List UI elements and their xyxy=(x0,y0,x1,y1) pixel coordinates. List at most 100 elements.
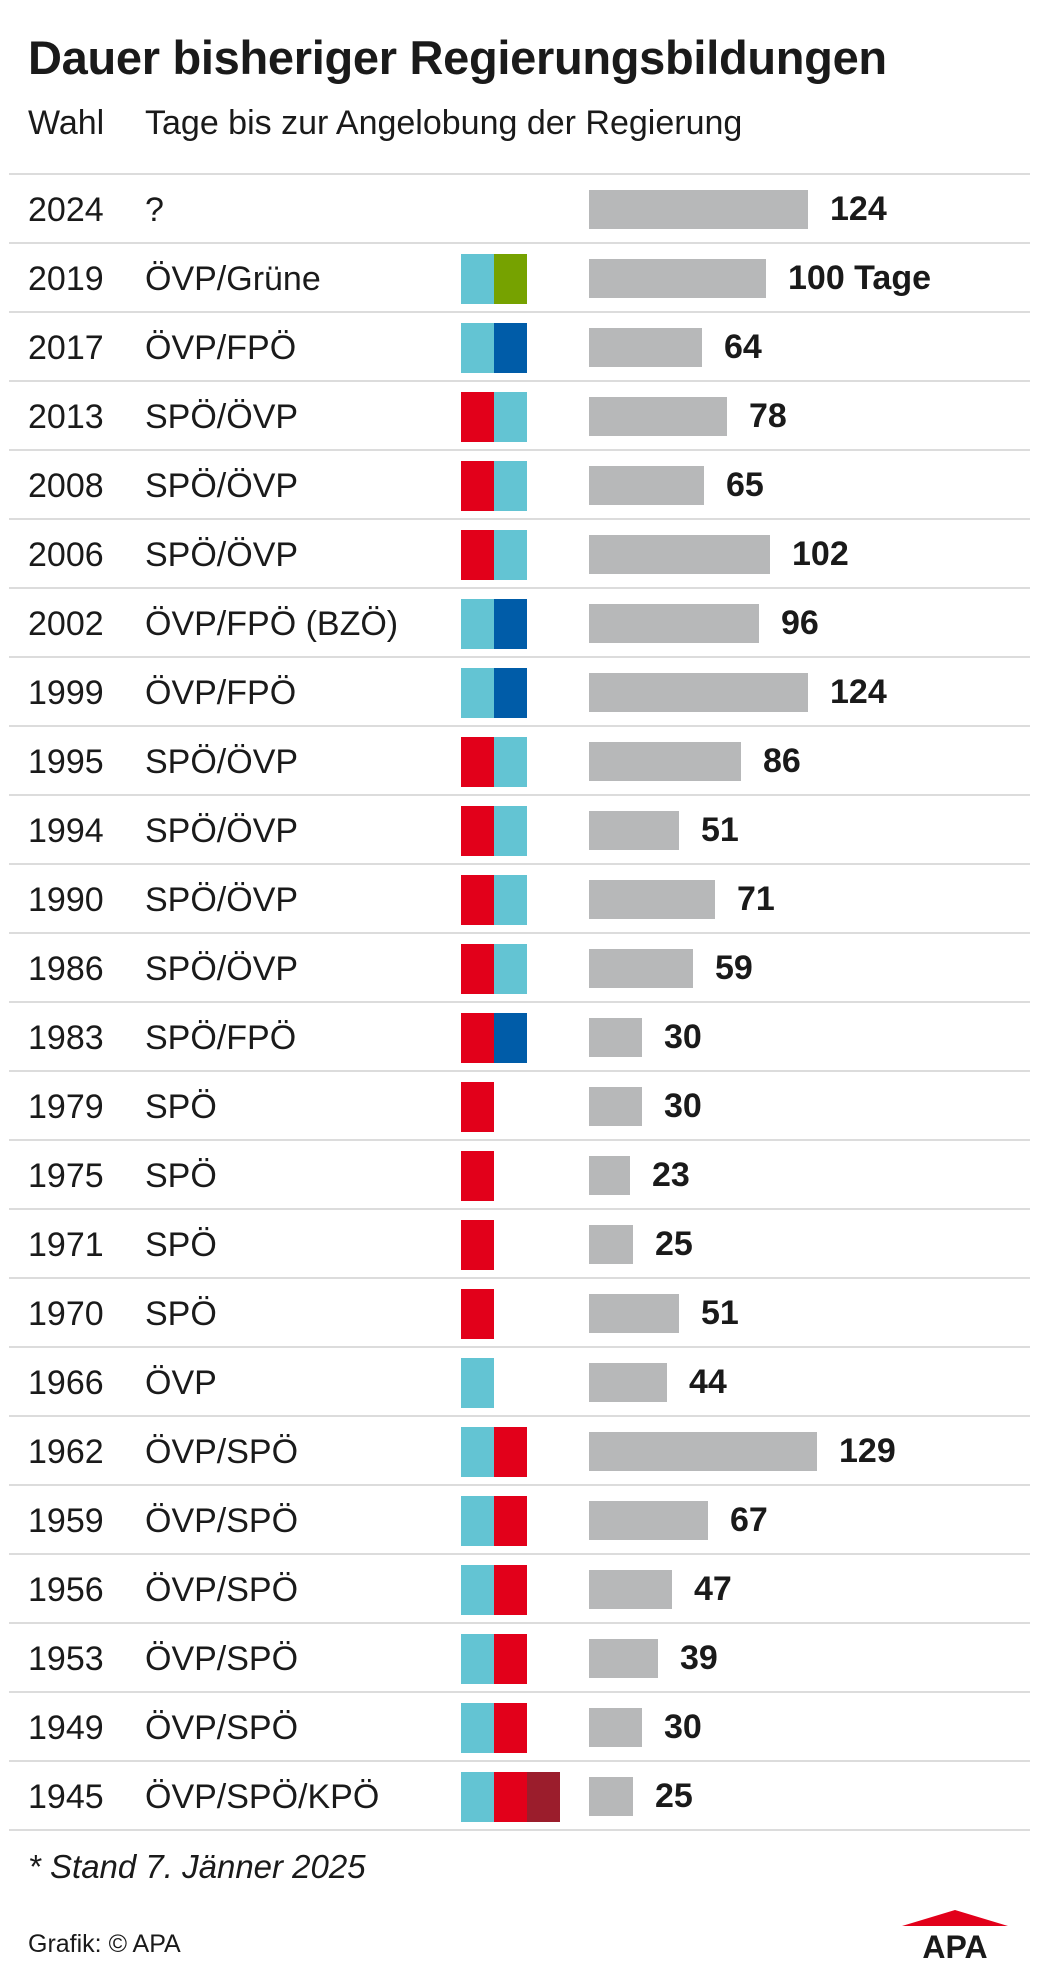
party-swatch xyxy=(494,1703,527,1753)
row-year: 1959 xyxy=(28,1502,104,1540)
row-year: 2017 xyxy=(28,329,104,367)
row-year: 1962 xyxy=(28,1433,104,1471)
bar-value-label: 65 xyxy=(726,466,764,504)
row-year: 1979 xyxy=(28,1088,104,1126)
table-row: 2006 SPÖ/ÖVP 102 xyxy=(9,520,1030,589)
bar-value-label: 47 xyxy=(694,1570,732,1608)
row-year: 1999 xyxy=(28,674,104,712)
bar-value-label: 25 xyxy=(655,1225,693,1263)
table-row: 1986 SPÖ/ÖVP 59 xyxy=(9,934,1030,1003)
bar xyxy=(589,880,715,919)
row-year: 2006 xyxy=(28,536,104,574)
party-swatch xyxy=(461,1358,494,1408)
party-swatch xyxy=(461,1565,494,1615)
row-year: 1953 xyxy=(28,1640,104,1678)
party-swatch xyxy=(527,1772,560,1822)
party-swatch xyxy=(461,1496,494,1546)
row-coalition: ÖVP/SPÖ xyxy=(145,1640,299,1678)
row-coalition: ÖVP/SPÖ/KPÖ xyxy=(145,1778,380,1816)
table-row: 1966 ÖVP 44 xyxy=(9,1348,1030,1417)
party-swatch xyxy=(461,323,494,373)
row-coalition: SPÖ/ÖVP xyxy=(145,743,299,781)
party-swatch xyxy=(461,1289,494,1339)
row-year: 1971 xyxy=(28,1226,104,1264)
row-year: 2008 xyxy=(28,467,104,505)
row-year: 1983 xyxy=(28,1019,104,1057)
row-coalition: SPÖ xyxy=(145,1088,217,1126)
table-row: 1949 ÖVP/SPÖ 30 xyxy=(9,1693,1030,1762)
party-swatch xyxy=(494,737,527,787)
table-row: 1990 SPÖ/ÖVP 71 xyxy=(9,865,1030,934)
row-coalition: ÖVP/FPÖ (BZÖ) xyxy=(145,605,399,643)
bar xyxy=(589,1294,679,1333)
row-coalition: SPÖ/FPÖ xyxy=(145,1019,297,1057)
party-swatch xyxy=(494,875,527,925)
bar-value-label: 86 xyxy=(763,742,801,780)
row-year: 1956 xyxy=(28,1571,104,1609)
table-row: 1945 ÖVP/SPÖ/KPÖ 25 xyxy=(9,1762,1030,1831)
party-swatch xyxy=(494,1772,527,1822)
row-year: 1966 xyxy=(28,1364,104,1402)
table-row: 1979 SPÖ 30 xyxy=(9,1072,1030,1141)
row-coalition: ÖVP xyxy=(145,1364,217,1402)
table-row: 1983 SPÖ/FPÖ 30 xyxy=(9,1003,1030,1072)
bar-value-label: 100 Tage xyxy=(788,259,932,297)
row-year: 1995 xyxy=(28,743,104,781)
table-row: 1995 SPÖ/ÖVP 86 xyxy=(9,727,1030,796)
bar-value-label: 59 xyxy=(715,949,753,987)
row-coalition: SPÖ/ÖVP xyxy=(145,536,299,574)
credit: Grafik: © APA xyxy=(28,1930,181,1958)
row-year: 1990 xyxy=(28,881,104,919)
bar-value-label: 102 xyxy=(792,535,849,573)
party-swatch xyxy=(494,530,527,580)
bar-value-label: 51 xyxy=(701,1294,739,1332)
bar xyxy=(589,949,693,988)
table-row: 1971 SPÖ 25 xyxy=(9,1210,1030,1279)
table-row: 2008 SPÖ/ÖVP 65 xyxy=(9,451,1030,520)
table-row: 1970 SPÖ 51 xyxy=(9,1279,1030,1348)
footnote: * Stand 7. Jänner 2025 xyxy=(28,1848,366,1885)
bar xyxy=(589,1156,630,1195)
row-coalition: ? xyxy=(145,191,164,229)
bar xyxy=(589,1639,658,1678)
bar-value-label: 96 xyxy=(781,604,819,642)
party-swatch xyxy=(461,668,494,718)
party-swatch xyxy=(494,1013,527,1063)
chart-title: Dauer bisheriger Regierungsbildungen xyxy=(28,31,887,84)
party-swatch xyxy=(494,1565,527,1615)
party-swatch xyxy=(494,1496,527,1546)
party-swatch xyxy=(461,1427,494,1477)
party-swatch xyxy=(461,944,494,994)
bar-value-label: 64 xyxy=(724,328,762,366)
row-coalition: SPÖ/ÖVP xyxy=(145,881,299,919)
bar xyxy=(589,328,702,367)
row-coalition: SPÖ xyxy=(145,1226,217,1264)
chart-rows: 2024? 124 2019 ÖVP/Grüne 100 Tage 2017 ÖVP/FPÖ… xyxy=(9,173,1030,1831)
column-header-tage: Tage bis zur Angelobung der Regierung xyxy=(145,104,743,142)
row-coalition: ÖVP/SPÖ xyxy=(145,1433,299,1471)
bar-value-label: 30 xyxy=(664,1708,702,1746)
table-row: 1975 SPÖ 23 xyxy=(9,1141,1030,1210)
row-coalition: SPÖ/ÖVP xyxy=(145,950,299,988)
row-coalition: ÖVP/Grüne xyxy=(145,260,321,298)
bar xyxy=(589,1363,667,1402)
bar-value-label: 51 xyxy=(701,811,739,849)
bar xyxy=(589,397,727,436)
row-coalition: SPÖ xyxy=(145,1157,217,1195)
bar-value-label: 71 xyxy=(737,880,775,918)
bar-value-label: 78 xyxy=(749,397,787,435)
row-year: 1945 xyxy=(28,1778,104,1816)
apa-logo-icon: APA xyxy=(902,1910,1008,1964)
bar xyxy=(589,259,766,298)
row-year: 1986 xyxy=(28,950,104,988)
bar-value-label: 67 xyxy=(730,1501,768,1539)
row-coalition: SPÖ/ÖVP xyxy=(145,467,299,505)
party-swatch xyxy=(494,461,527,511)
bar-value-label: 39 xyxy=(680,1639,718,1677)
row-year: 2019 xyxy=(28,260,104,298)
table-row: 1953 ÖVP/SPÖ 39 xyxy=(9,1624,1030,1693)
bar-value-label: 124 xyxy=(830,190,887,228)
bar xyxy=(589,811,679,850)
bar xyxy=(589,535,770,574)
bar xyxy=(589,604,759,643)
